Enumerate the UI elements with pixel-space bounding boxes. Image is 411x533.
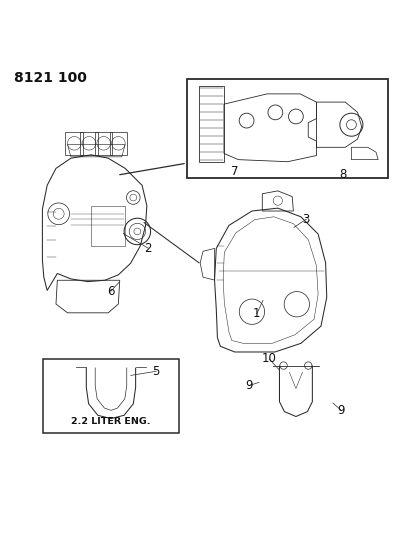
Bar xyxy=(43,359,179,433)
Text: 10: 10 xyxy=(262,352,277,366)
Text: 3: 3 xyxy=(302,213,310,226)
Text: 7: 7 xyxy=(231,165,238,179)
Text: 9: 9 xyxy=(245,379,252,392)
Text: 8121 100: 8121 100 xyxy=(14,71,87,85)
Text: 8: 8 xyxy=(339,167,347,181)
Bar xyxy=(187,79,388,178)
Text: 9: 9 xyxy=(337,404,345,417)
Text: 2.2 LITER ENG.: 2.2 LITER ENG. xyxy=(71,417,151,426)
Text: 1: 1 xyxy=(253,307,261,320)
Text: 6: 6 xyxy=(107,285,115,297)
Text: 5: 5 xyxy=(152,365,160,378)
Text: 2: 2 xyxy=(144,241,152,254)
